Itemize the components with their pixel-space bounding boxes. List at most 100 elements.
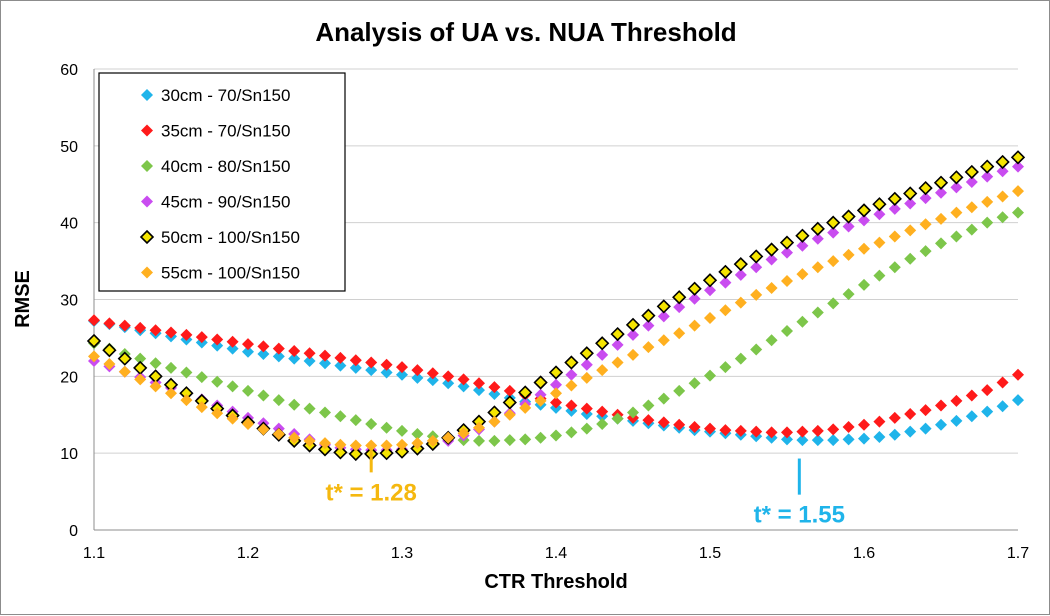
data-point [380,366,393,379]
data-point [673,301,686,314]
annotations: t* = 1.28 t* = 1.55 [325,447,845,529]
y-tick-label: 30 [60,293,78,310]
data-point [673,384,686,397]
data-point [888,428,901,441]
data-point [642,414,655,427]
data-point [765,334,778,347]
data-point [858,242,870,255]
data-point [394,444,410,459]
x-axis-ticks: 1.1 1.2 1.3 1.4 1.5 1.6 1.7 [83,545,1029,562]
data-point [473,377,485,390]
data-point [657,334,670,347]
data-point [349,361,362,374]
data-point [580,358,593,371]
data-point [426,367,439,380]
data-point [319,349,331,362]
y-tick-label: 10 [60,446,78,463]
data-point [396,438,408,451]
data-point [704,284,716,297]
data-point [811,434,824,447]
data-point [134,352,147,365]
data-point [719,276,732,289]
data-point [827,255,840,268]
data-point [641,308,656,323]
data-point [734,424,747,437]
data-point [317,442,333,457]
data-point [1012,394,1024,407]
data-point [288,431,301,444]
data-point [411,371,424,384]
data-point [457,380,470,393]
data-point [873,208,886,221]
data-point [734,296,747,309]
data-point [888,202,901,215]
data-point [656,299,671,314]
data-point [750,288,763,301]
data-point [949,170,964,185]
data-point [134,321,147,334]
data-point [519,401,532,414]
data-point [750,425,763,438]
data-point [88,314,100,327]
data-point [242,384,254,397]
data-point [534,388,547,401]
data-point [719,361,732,374]
data-point [518,385,533,400]
data-point [704,311,716,324]
data-point [842,220,855,233]
data-point [211,333,224,346]
data-point [842,288,855,301]
chart-title: Analysis of UA vs. NUA Threshold [315,17,736,47]
data-point [980,159,995,174]
data-point [380,421,393,434]
data-point [935,212,947,225]
x-axis-label: CTR Threshold [484,571,627,593]
y-tick-label: 0 [69,523,78,540]
data-point [365,356,378,369]
data-point [888,230,901,243]
data-point [180,394,193,407]
data-point [610,326,625,342]
data-point [873,269,886,282]
data-point [195,401,208,414]
data-point [180,366,193,379]
data-point [1010,150,1026,165]
data-point [473,384,485,397]
data-point [579,346,594,361]
legend-label: 40cm - 80/Sn150 [161,157,290,176]
data-point [873,236,886,249]
data-point [811,424,824,437]
data-point [488,415,501,428]
data-point [550,396,562,409]
data-point [919,245,932,258]
data-point [86,333,102,349]
data-point [349,354,362,367]
data-point [550,387,562,400]
data-point [117,351,132,366]
data-point [810,221,825,236]
data-point [488,434,501,447]
data-point [519,433,532,446]
data-point [673,418,686,431]
data-point [796,315,809,328]
data-point [257,348,270,361]
y-tick-label: 50 [60,139,78,156]
data-point [842,433,855,446]
data-point [841,209,856,224]
data-point [334,438,347,451]
data-point [981,405,994,418]
data-point [396,361,408,374]
data-point [257,389,270,402]
data-point [734,268,747,281]
y-tick-label: 60 [60,62,78,79]
data-point [580,402,593,415]
data-point [596,348,609,361]
data-point [719,424,732,437]
data-point [935,186,947,199]
data-point [565,379,578,392]
data-point [534,394,547,407]
data-point [396,368,408,381]
data-point [226,335,239,348]
data-point [796,425,809,438]
